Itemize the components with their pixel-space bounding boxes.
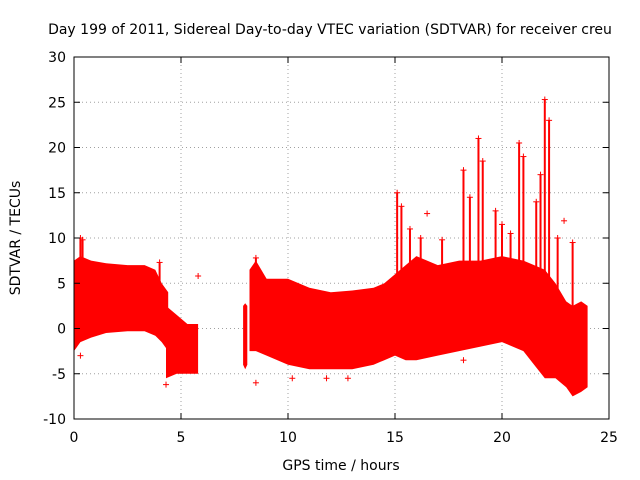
spike-peak-marker [492,207,499,214]
y-tick-label: 0 [57,322,66,338]
y-tick-label: -10 [43,412,66,428]
spike-peak-marker [520,153,527,160]
y-tick-label: 10 [48,231,66,247]
data-band [166,305,199,379]
spike-peak-marker [79,236,86,243]
x-tick-label: 15 [386,430,404,446]
spike-peak-marker [541,96,548,103]
spike-peak-marker [475,135,482,142]
y-tick-label: 5 [57,276,66,292]
spike-peak-marker [466,194,473,201]
spike-peak-marker [516,139,523,146]
spike-peak-marker [252,254,259,261]
outlier-point [460,357,467,364]
chart-title: Day 199 of 2011, Sidereal Day-to-day VTE… [48,22,612,38]
data-band [249,256,588,397]
x-tick-label: 25 [600,430,618,446]
data-band [243,303,248,370]
x-tick-label: 10 [279,430,297,446]
spike-peak-marker [537,171,544,178]
plot-area [74,96,588,397]
outlier-point [163,381,170,388]
outlier-point [561,217,568,224]
spike-peak-marker [460,167,467,174]
outlier-point [424,210,431,217]
spike-peak-marker [507,230,514,237]
spike-peak-marker [569,239,576,246]
spike-peak-marker [554,235,561,241]
y-tick-label: 25 [48,95,66,111]
y-tick-label: -5 [52,367,66,383]
x-tick-label: 20 [493,430,511,446]
y-axis-label: SDTVAR / TECUs [8,181,24,296]
outlier-point [289,375,296,382]
spike-peak-marker [398,203,405,210]
axes: 0 5 10 15 20 25 -10 -5 0 5 10 15 20 25 30 [43,50,618,446]
spike-peak-marker [406,225,413,232]
spike-peak-marker [394,189,401,196]
outlier-point [252,379,259,386]
outlier-point [77,352,84,359]
y-tick-label: 15 [48,186,66,202]
x-axis-label: GPS time / hours [282,458,399,474]
x-tick-label: 5 [177,430,186,446]
outlier-point [344,375,351,382]
spike-peak-marker [417,235,424,241]
spike-peak-marker [156,259,163,266]
data-band [74,256,169,352]
spike-peak-marker [546,117,553,124]
outlier-point [323,375,330,382]
spike-peak-marker [499,221,505,228]
x-tick-label: 0 [70,430,79,446]
spike-peak-marker [533,198,540,205]
spike-peak-marker [479,158,486,165]
y-tick-label: 20 [48,141,66,157]
y-tick-label: 30 [48,50,66,66]
spike-peak-marker [439,236,446,243]
outlier-point [195,273,202,280]
